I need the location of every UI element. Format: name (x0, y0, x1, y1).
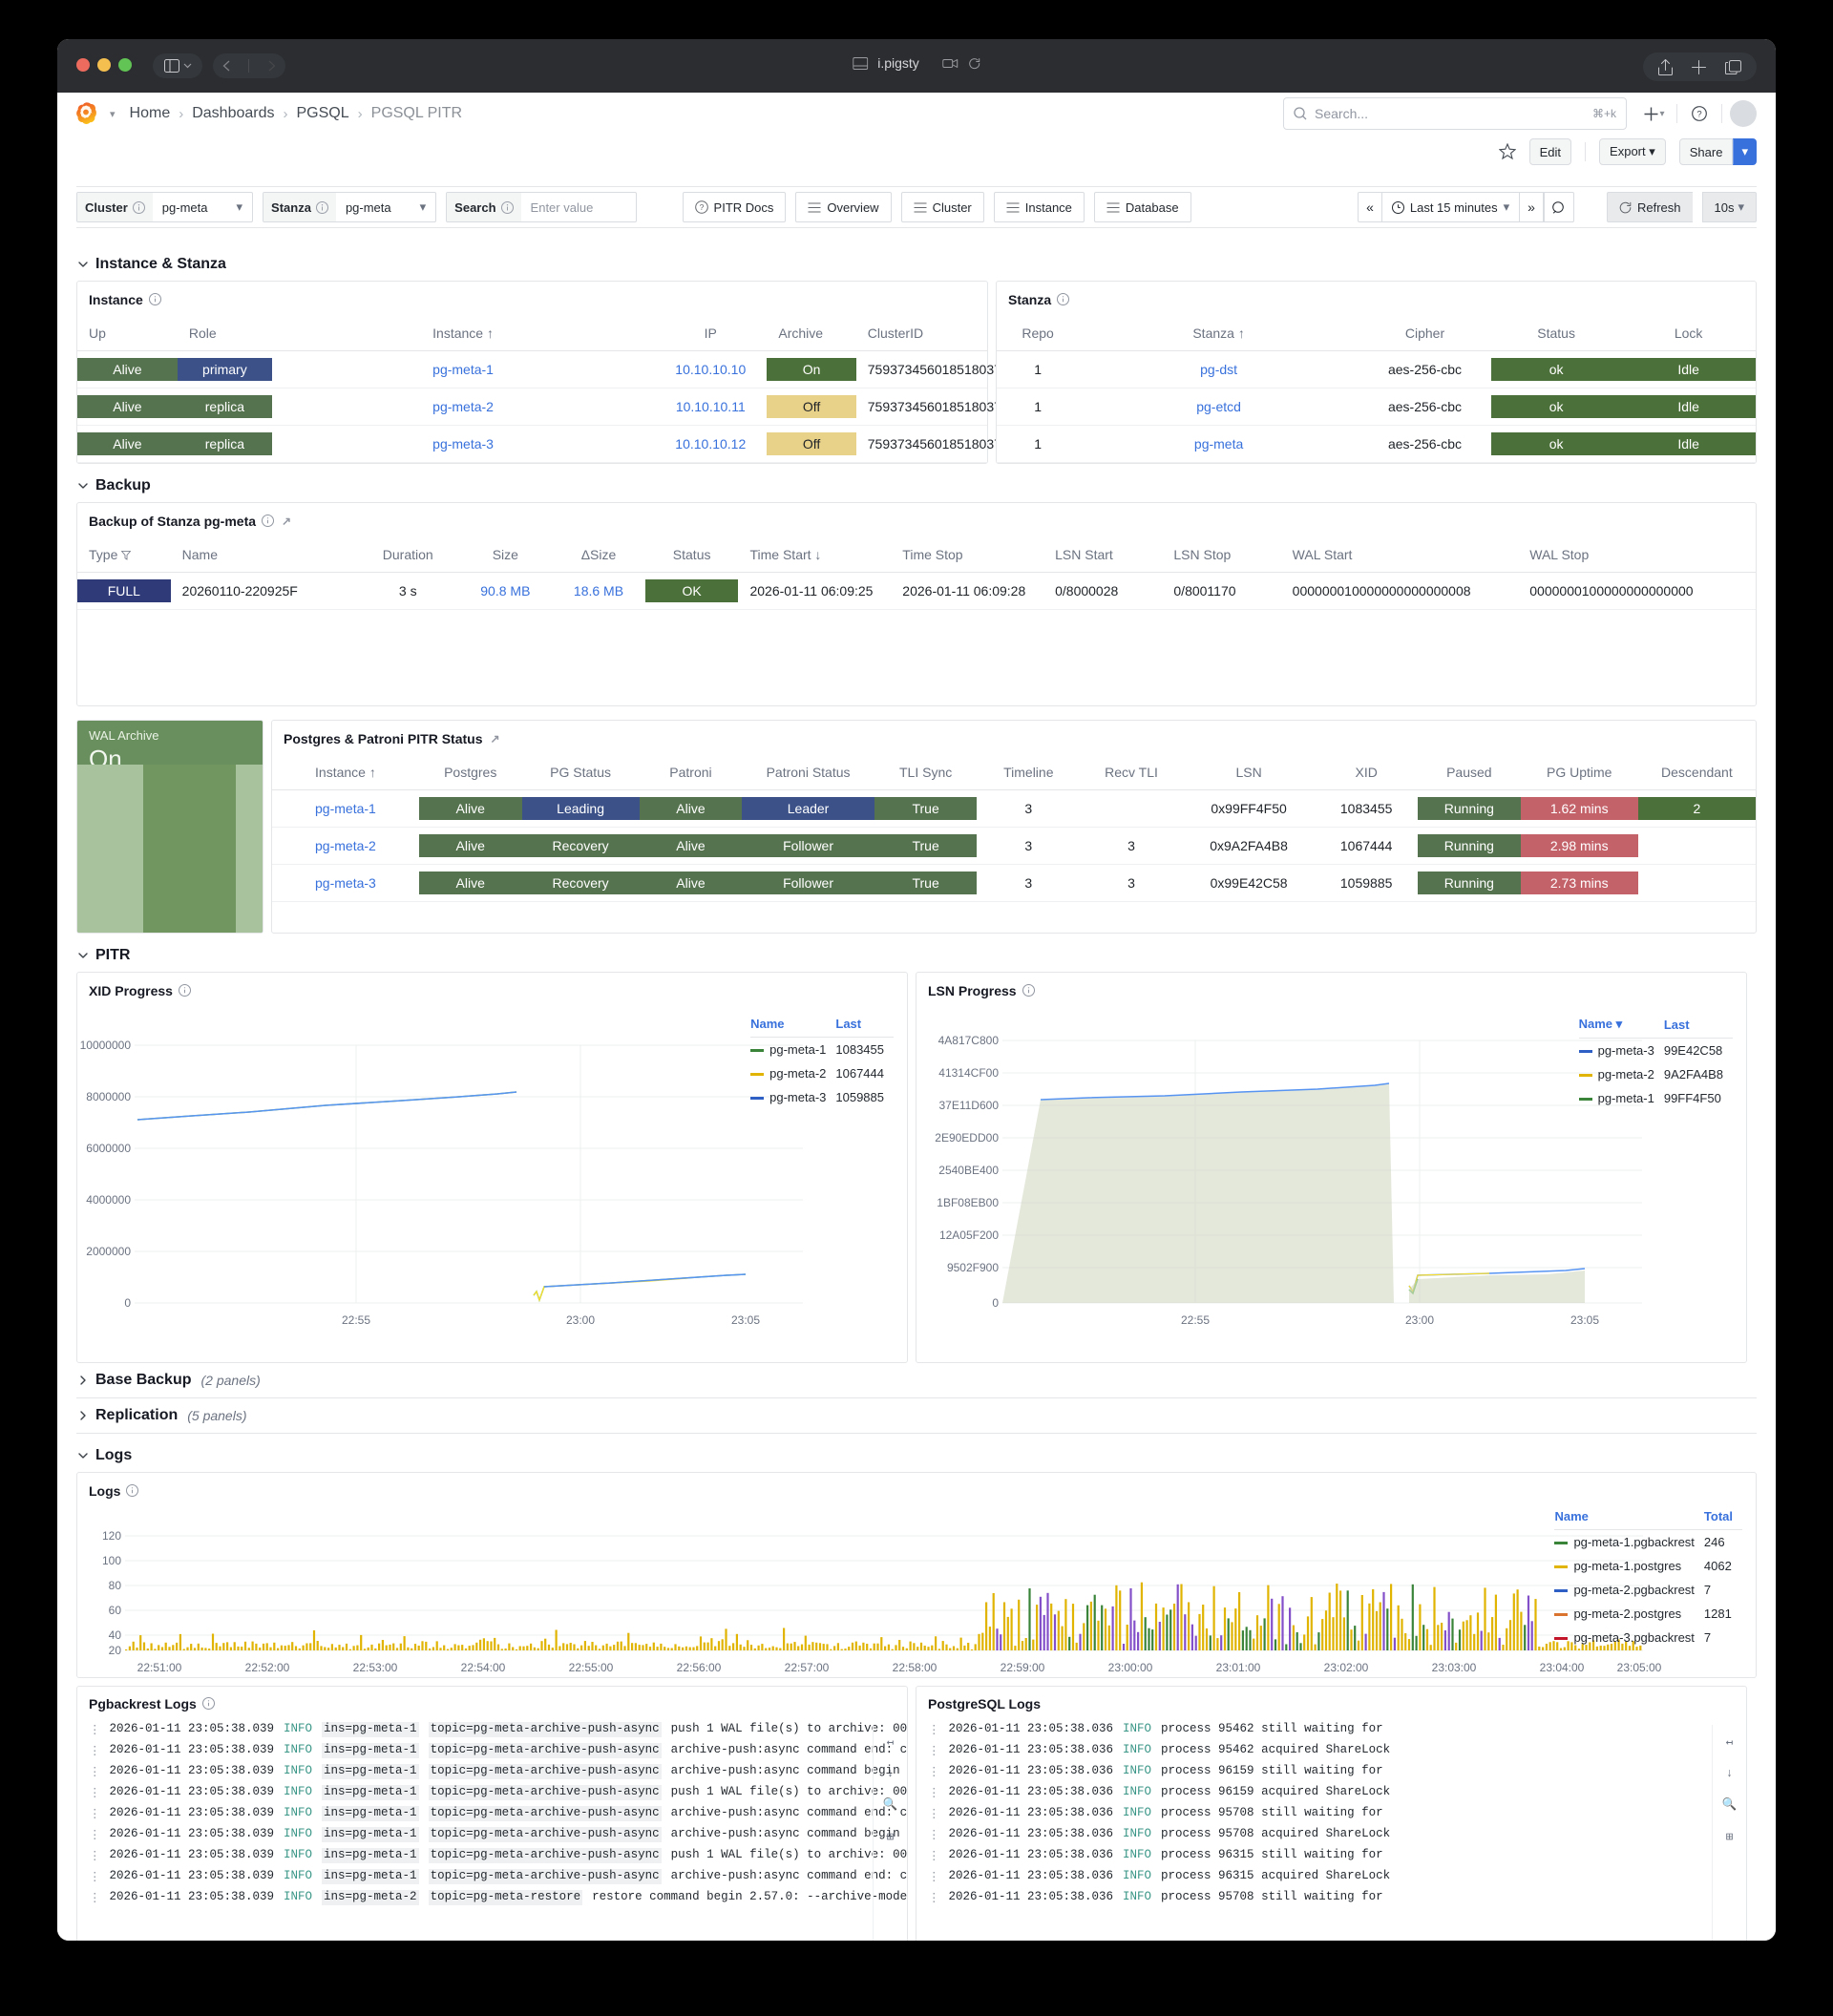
svg-text:22:51:00: 22:51:00 (137, 1661, 182, 1674)
svg-text:?: ? (1696, 110, 1701, 120)
svg-text:2540BE400: 2540BE400 (938, 1164, 999, 1177)
svg-text:12A05F200: 12A05F200 (939, 1228, 999, 1242)
svg-text:37E11D600: 37E11D600 (939, 1099, 1000, 1112)
svg-text:9502F900: 9502F900 (947, 1261, 999, 1274)
svg-text:100: 100 (102, 1554, 121, 1567)
svg-text:6000000: 6000000 (86, 1142, 131, 1155)
svg-text:23:04:00: 23:04:00 (1540, 1661, 1585, 1674)
svg-text:4A817C800: 4A817C800 (938, 1034, 1000, 1047)
svg-text:22:52:00: 22:52:00 (245, 1661, 290, 1674)
svg-text:80: 80 (109, 1579, 122, 1592)
svg-text:22:59:00: 22:59:00 (1001, 1661, 1045, 1674)
svg-text:22:55: 22:55 (1181, 1313, 1210, 1327)
svg-text:23:05: 23:05 (731, 1313, 760, 1327)
svg-text:22:56:00: 22:56:00 (677, 1661, 722, 1674)
svg-text:2E90EDD00: 2E90EDD00 (935, 1131, 999, 1144)
svg-text:22:58:00: 22:58:00 (893, 1661, 938, 1674)
svg-text:2000000: 2000000 (86, 1245, 131, 1258)
svg-text:8000000: 8000000 (86, 1090, 131, 1103)
svg-text:23:02:00: 23:02:00 (1324, 1661, 1369, 1674)
svg-text:60: 60 (109, 1604, 122, 1617)
svg-text:0: 0 (124, 1296, 131, 1310)
svg-text:23:03:00: 23:03:00 (1432, 1661, 1477, 1674)
svg-text:40: 40 (109, 1628, 122, 1642)
svg-text:4000000: 4000000 (86, 1193, 131, 1207)
svg-text:0: 0 (992, 1296, 999, 1310)
svg-text:23:01:00: 23:01:00 (1216, 1661, 1261, 1674)
svg-text:23:00: 23:00 (1405, 1313, 1434, 1327)
svg-text:1BF08EB00: 1BF08EB00 (937, 1196, 999, 1209)
svg-text:23:00:00: 23:00:00 (1108, 1661, 1153, 1674)
svg-text:23:05: 23:05 (1570, 1313, 1599, 1327)
svg-text:22:54:00: 22:54:00 (461, 1661, 506, 1674)
svg-text:22:57:00: 22:57:00 (785, 1661, 830, 1674)
svg-text:?: ? (699, 202, 704, 212)
svg-text:23:00: 23:00 (566, 1313, 595, 1327)
svg-text:22:55: 22:55 (342, 1313, 370, 1327)
svg-text:41314CF00: 41314CF00 (938, 1066, 999, 1080)
svg-text:23:05:00: 23:05:00 (1617, 1661, 1662, 1674)
svg-text:120: 120 (102, 1529, 121, 1543)
svg-text:22:55:00: 22:55:00 (569, 1661, 614, 1674)
svg-text:20: 20 (109, 1644, 122, 1657)
svg-text:10000000: 10000000 (80, 1039, 132, 1052)
svg-text:22:53:00: 22:53:00 (353, 1661, 398, 1674)
